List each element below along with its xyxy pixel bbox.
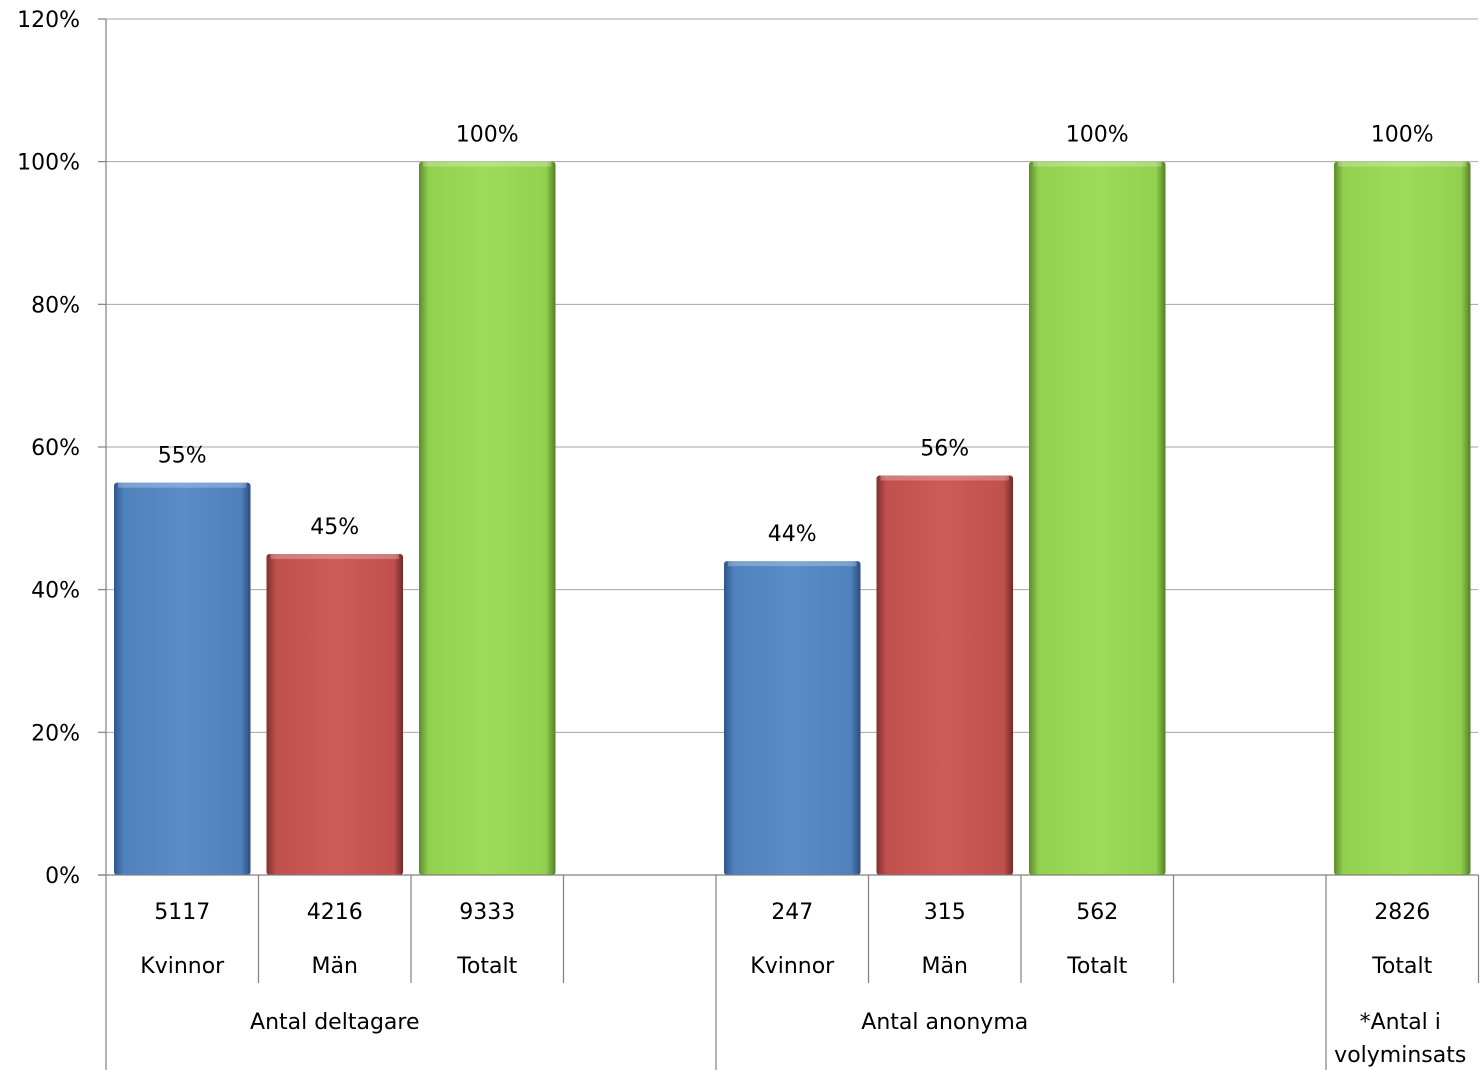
x-category-label: Totalt xyxy=(1066,954,1127,979)
bar-kvinnor-3-bevel xyxy=(728,561,857,567)
y-tick-label: 120% xyxy=(17,8,80,33)
bar-man-4 xyxy=(876,475,1013,875)
x-count-label: 247 xyxy=(771,900,813,925)
x-category-label: Kvinnor xyxy=(750,954,835,979)
data-label: 44% xyxy=(768,522,817,547)
data-label: 100% xyxy=(456,123,519,148)
y-tick-label: 20% xyxy=(31,721,80,746)
bar-totalt-2 xyxy=(419,161,556,875)
bar-totalt-5 xyxy=(1029,161,1166,875)
x-count-label: 9333 xyxy=(459,900,515,925)
bar-totalt-2-bevel xyxy=(423,161,552,167)
data-label: 45% xyxy=(310,515,359,540)
bar-totalt-6-bevel xyxy=(1338,161,1467,167)
x-count-label: 2826 xyxy=(1374,900,1430,925)
x-count-label: 4216 xyxy=(307,900,363,925)
x-category-label: Män xyxy=(312,954,358,979)
bar-totalt-5-bevel xyxy=(1033,161,1162,167)
bar-totalt-6 xyxy=(1334,161,1471,875)
x-category-label: Män xyxy=(922,954,968,979)
x-count-label: 5117 xyxy=(154,900,210,925)
x-count-label: 562 xyxy=(1076,900,1118,925)
x-category-label: Totalt xyxy=(456,954,517,979)
data-label: 55% xyxy=(158,444,207,469)
y-tick-label: 60% xyxy=(31,436,80,461)
y-tick-label: 100% xyxy=(17,151,80,176)
x-group-label: volyminsats xyxy=(1334,1043,1466,1068)
data-label: 56% xyxy=(920,437,969,462)
y-tick-label: 80% xyxy=(31,293,80,318)
x-category-label: Totalt xyxy=(1371,954,1432,979)
x-group-label: Antal deltagare xyxy=(250,1010,419,1035)
x-group-label: Antal anonyma xyxy=(861,1010,1028,1035)
y-tick-label: 0% xyxy=(45,864,80,889)
data-label: 100% xyxy=(1371,123,1434,148)
x-category-label: Kvinnor xyxy=(140,954,225,979)
x-group-label: *Antal i xyxy=(1360,1010,1441,1035)
bar-kvinnor-0 xyxy=(114,482,251,875)
bar-man-4-bevel xyxy=(880,475,1009,481)
bar-man-1 xyxy=(266,554,403,875)
bar-kvinnor-0-bevel xyxy=(118,482,247,488)
bar-kvinnor-3 xyxy=(724,561,861,875)
data-label: 100% xyxy=(1066,123,1129,148)
y-tick-label: 40% xyxy=(31,579,80,604)
bar-man-1-bevel xyxy=(270,554,399,559)
x-count-label: 315 xyxy=(924,900,966,925)
